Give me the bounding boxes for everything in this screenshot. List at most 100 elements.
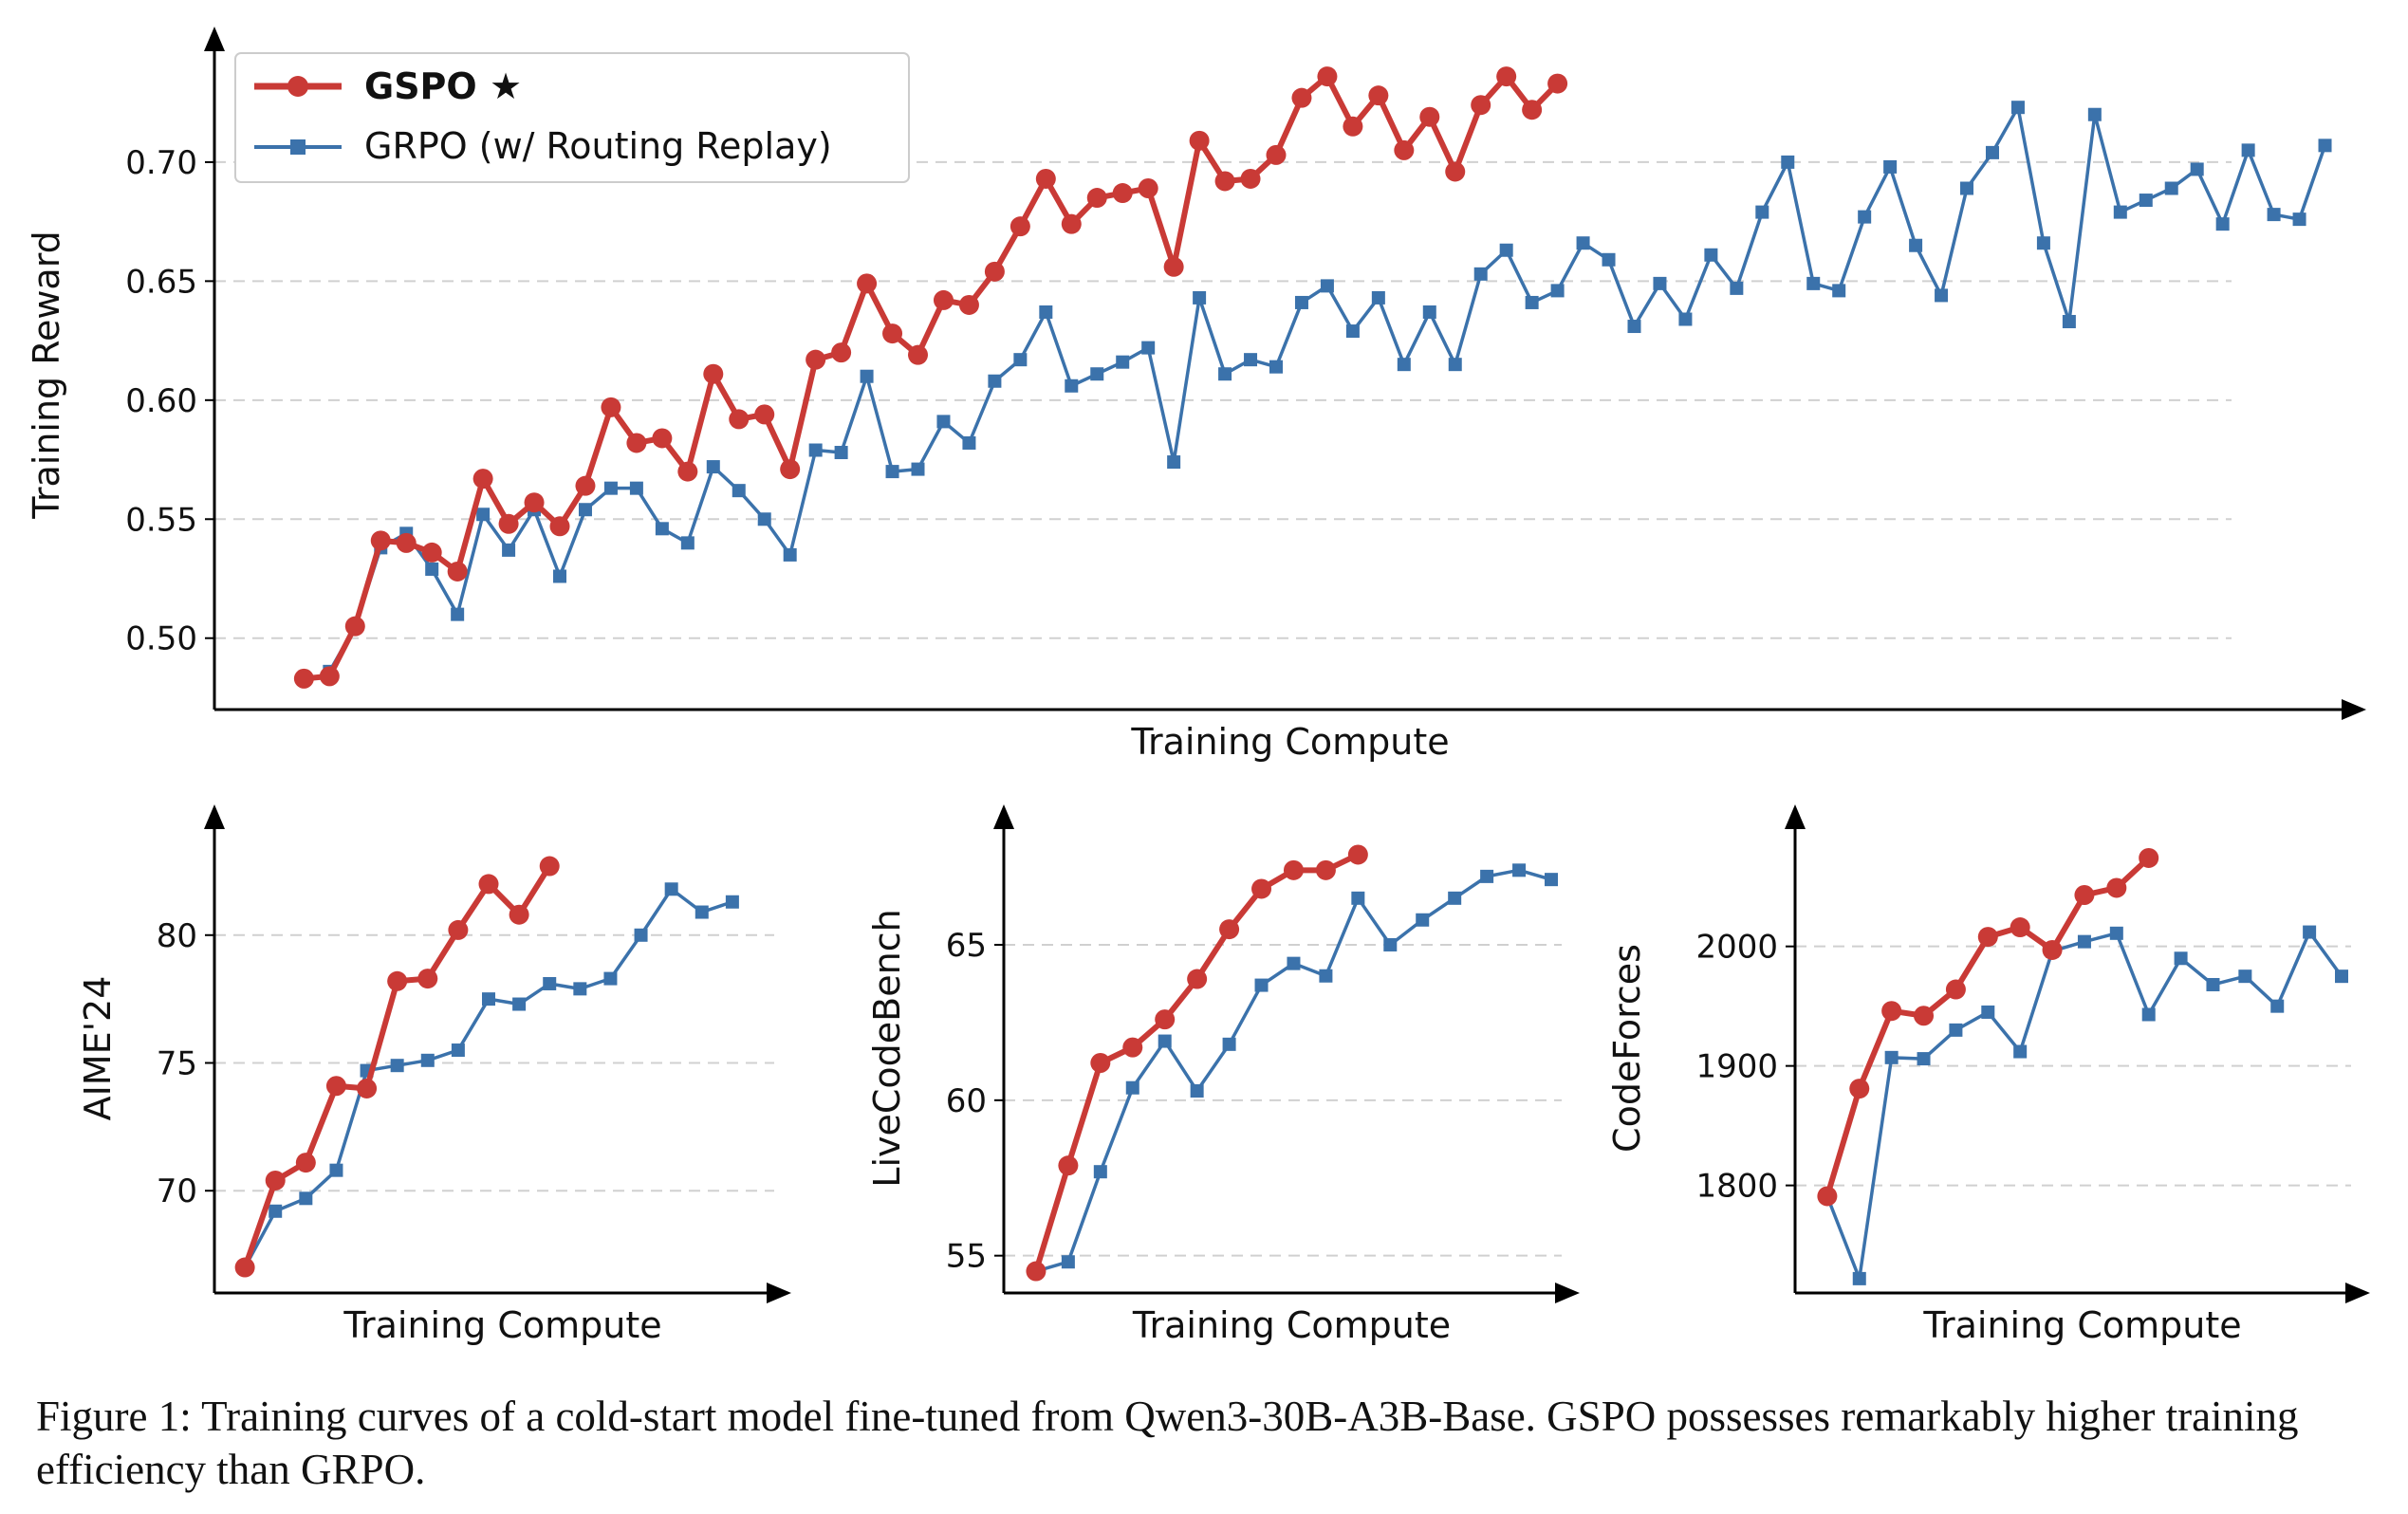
grpo-point (1627, 320, 1641, 334)
y-tick-label: 0.60 (125, 382, 197, 420)
grpo-series-line (1035, 868, 1552, 1273)
gspo-point (984, 261, 1005, 282)
y-tick-label: 0.55 (125, 501, 197, 539)
grpo-point (2318, 138, 2332, 153)
grpo-point (695, 905, 709, 919)
grpo-point (2238, 969, 2252, 984)
gspo-point (1445, 161, 1466, 182)
grpo-point (1193, 290, 1207, 305)
gspo-point (754, 404, 775, 425)
gspo-point (2042, 939, 2063, 960)
gspo-point (1547, 73, 1568, 94)
grpo-point (2292, 212, 2306, 227)
grpo-point (757, 512, 771, 526)
gspo-point (234, 1257, 255, 1278)
grpo-point (1422, 305, 1436, 319)
gspo-point (652, 428, 673, 449)
grpo-point (1383, 937, 1398, 951)
grpo-point (1351, 891, 1365, 905)
y-tick-label: 0.70 (125, 144, 197, 182)
grpo-point (664, 882, 678, 896)
x-axis-label: Training Compute (343, 1304, 661, 1346)
grpo-point (2206, 977, 2220, 991)
gspo-point (1522, 100, 1543, 120)
gspo-point (1977, 927, 1998, 948)
grpo-point (1125, 1080, 1139, 1095)
gspo-point (1368, 85, 1389, 106)
gspo-point (1317, 66, 1338, 87)
figure: 0.50 0.55 0.60 0.65 0.70 Training Compute Trai… (26, 27, 2370, 1346)
grpo-point (1730, 281, 1744, 295)
y-tick-label: 80 (157, 917, 197, 955)
gspo-point (1155, 1009, 1176, 1030)
grpo-point (502, 543, 516, 557)
y-axis-arrow (204, 804, 225, 829)
grpo-point (543, 976, 557, 990)
grpo-point (2087, 107, 2102, 121)
grpo-point (2139, 194, 2153, 208)
grpo-point (1499, 243, 1513, 257)
grpo-point (553, 569, 567, 583)
grpo-point (2174, 951, 2188, 966)
y-tick-label: 1900 (1695, 1048, 1778, 1086)
grpo-point (680, 536, 695, 550)
grpo-point (1512, 863, 1527, 877)
grpo-point (1935, 288, 1949, 303)
grpo-point (1190, 1083, 1204, 1098)
gspo-point (780, 459, 801, 480)
grpo-point (1116, 355, 1130, 369)
grpo-point (1704, 248, 1718, 262)
gspo-point (447, 561, 468, 582)
grpo-point (1678, 312, 1693, 326)
gspo-point (325, 1076, 346, 1097)
grpo-point (2077, 934, 2091, 949)
grpo-point (1320, 279, 1334, 293)
grpo-point (1806, 276, 1821, 290)
y-tick-label: 1800 (1695, 1168, 1778, 1206)
y-tick-label: 70 (157, 1172, 197, 1210)
gspo-point (1138, 178, 1158, 199)
grpo-point (2010, 101, 2025, 115)
grpo-point (1448, 358, 1462, 372)
gspo-point (1343, 116, 1363, 137)
grpo-point (725, 895, 739, 909)
grpo-point (988, 374, 1002, 388)
y-axis-arrow (204, 27, 225, 51)
gspo-point (1090, 1053, 1111, 1073)
gspo-point (293, 668, 314, 689)
grpo-point (2267, 208, 2281, 222)
gspo-point (1914, 1006, 1935, 1026)
gspo-point (1266, 144, 1287, 165)
grpo-point (1550, 284, 1565, 298)
grpo-point (1319, 969, 1333, 983)
grpo-point (1981, 1005, 1995, 1019)
gspo-point (703, 363, 724, 384)
gspo-point (1189, 130, 1210, 151)
grpo-point (1755, 205, 1769, 219)
x-axis-arrow (767, 1283, 791, 1303)
grpo-point (603, 481, 618, 495)
gspo-point (729, 409, 750, 430)
grpo-point (1480, 869, 1494, 883)
grpo-point (299, 1191, 313, 1206)
grpo-point (1884, 1050, 1899, 1064)
grpo-point (911, 462, 925, 476)
grpo-point (578, 503, 592, 517)
y-tick-label: 65 (946, 927, 987, 965)
gspo-point (344, 616, 365, 637)
grpo-point (425, 562, 439, 576)
grpo-point (1254, 978, 1269, 992)
gspo-point (1471, 95, 1491, 116)
grpo-point (1525, 295, 1539, 309)
grpo-point (1960, 181, 1974, 195)
gspo-point (319, 666, 340, 687)
grpo-point (629, 481, 643, 495)
gspo-point (396, 532, 417, 553)
gspo-point (539, 856, 560, 877)
y-axis-label: AIME'24 (77, 976, 119, 1121)
gspo-point (806, 349, 826, 370)
gspo-point (601, 397, 621, 417)
grpo-point (420, 1053, 435, 1067)
y-axis-label: Training Reward (26, 231, 67, 520)
y-axis-label: LiveCodeBench (866, 909, 908, 1187)
